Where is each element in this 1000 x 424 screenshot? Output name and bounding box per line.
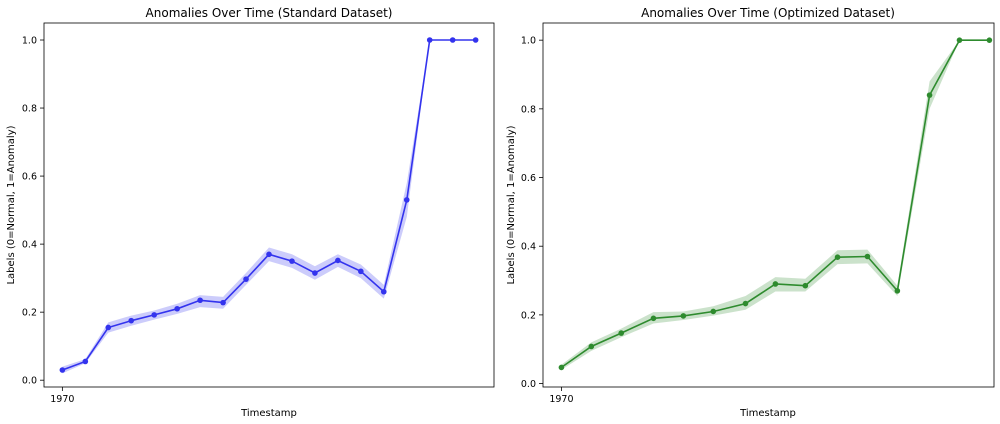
- data-point: [220, 299, 226, 306]
- data-point: [558, 364, 565, 371]
- y-tick-label: 0.4: [521, 242, 536, 253]
- data-point: [956, 37, 963, 43]
- data-point: [82, 358, 89, 365]
- y-tick-label: 1.0: [521, 36, 536, 47]
- y-tick-label: 0.2: [22, 308, 37, 319]
- data-point: [380, 288, 387, 295]
- plot-frame: [542, 22, 995, 388]
- y-tick-label: 1.0: [22, 36, 37, 47]
- x-tick-label: 1970: [50, 394, 74, 405]
- data-point: [894, 288, 901, 294]
- y-tick-label: 0.4: [22, 240, 37, 251]
- x-tick-label: 1970: [549, 394, 573, 405]
- data-point: [926, 92, 933, 98]
- x-axis-label: Timestamp: [240, 408, 297, 419]
- data-point: [59, 367, 66, 373]
- y-axis-label: Labels (0=Normal, 1=Anomaly): [506, 125, 517, 284]
- data-point: [834, 254, 841, 260]
- data-point: [243, 276, 249, 282]
- data-point: [986, 37, 993, 43]
- y-tick-label: 0.2: [521, 310, 536, 321]
- data-point: [680, 313, 687, 319]
- data-point: [864, 253, 871, 260]
- chart-title: Anomalies Over Time (Standard Dataset): [146, 6, 393, 20]
- data-point: [105, 324, 112, 331]
- plot-marks: 0.0 0.2 0.4 0.6 0.8 1.0 1970: [521, 36, 993, 405]
- data-point: [128, 317, 135, 324]
- plot-marks: 0.0 0.2 0.4 0.6 0.8 1.0 1970: [22, 36, 479, 405]
- data-point: [335, 257, 341, 264]
- y-axis-label: Labels (0=Normal, 1=Anomaly): [6, 125, 17, 284]
- data-point: [426, 37, 433, 43]
- data-point: [742, 300, 749, 307]
- data-point: [289, 258, 295, 264]
- data-point: [710, 308, 717, 315]
- data-point: [174, 305, 180, 312]
- chart-panel-optimized: Anomalies Over Time (Optimized Dataset) …: [506, 6, 995, 419]
- data-point: [472, 37, 479, 43]
- data-point: [772, 281, 779, 287]
- data-point: [403, 197, 410, 203]
- data-point: [312, 270, 318, 276]
- plot-frame: [43, 22, 495, 388]
- data-point: [266, 251, 272, 258]
- y-tick-label: 0.8: [521, 104, 536, 115]
- data-point: [358, 268, 364, 275]
- data-point: [588, 343, 595, 350]
- x-axis-label: Timestamp: [739, 408, 796, 419]
- data-point: [197, 297, 203, 304]
- series-line: [560, 39, 990, 369]
- data-point: [449, 37, 456, 43]
- chart-title: Anomalies Over Time (Optimized Dataset): [641, 6, 895, 20]
- y-tick-label: 0.6: [22, 172, 37, 183]
- confidence-band: [561, 40, 990, 370]
- y-tick-label: 0.6: [521, 173, 536, 184]
- data-point: [618, 330, 625, 336]
- y-tick-label: 0.8: [22, 104, 37, 115]
- chart-panel-standard: Anomalies Over Time (Standard Dataset) T…: [6, 6, 495, 419]
- data-point: [650, 315, 657, 322]
- data-point: [802, 282, 809, 289]
- data-point: [151, 312, 158, 318]
- y-tick-label: 0.0: [22, 376, 37, 387]
- y-tick-label: 0.0: [521, 379, 536, 390]
